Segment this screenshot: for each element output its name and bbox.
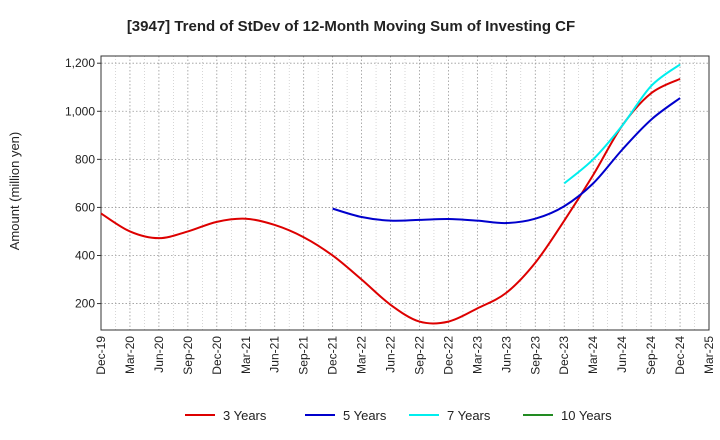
x-tick-label: Sep-24	[644, 336, 658, 375]
x-tick-label: Dec-22	[441, 336, 455, 375]
series-line-7-years	[563, 63, 681, 185]
y-tick-labels: 200 400 600 800 1,000 1,200	[65, 56, 101, 311]
x-tick-label: Mar-21	[239, 336, 253, 374]
legend: 3 Years 5 Years 7 Years 10 Years	[185, 408, 612, 423]
x-tick-label: Mar-20	[123, 336, 137, 374]
x-tick-label: Dec-24	[673, 336, 687, 375]
legend-label-3-years: 3 Years	[223, 408, 267, 423]
legend-label-10-years: 10 Years	[561, 408, 612, 423]
y-tick-label: 1,200	[65, 56, 95, 70]
x-tick-label: Mar-22	[355, 336, 369, 374]
y-axis-label: Amount (million yen)	[7, 132, 22, 251]
plot-area-border	[100, 55, 710, 331]
series-line-3-years	[100, 77, 681, 325]
legend-label-7-years: 7 Years	[447, 408, 491, 423]
x-tick-label: Sep-22	[412, 336, 426, 375]
x-tick-label: Jun-24	[615, 336, 629, 373]
x-tick-labels: Dec-19 Mar-20 Jun-20 Sep-20 Dec-20 Mar-21 Jun-…	[94, 336, 716, 375]
x-tick-label: Dec-19	[94, 336, 108, 375]
x-tick-label: Sep-21	[297, 336, 311, 375]
x-tick-label: Dec-20	[210, 336, 224, 375]
x-tick-label: Jun-21	[268, 336, 282, 373]
chart-title: [3947] Trend of StDev of 12-Month Moving…	[127, 18, 575, 35]
x-tick-label: Dec-21	[326, 336, 340, 375]
x-tick-label: Sep-20	[181, 336, 195, 375]
x-tick-label: Dec-23	[557, 336, 571, 375]
series-layer	[100, 63, 681, 325]
y-tick-label: 200	[75, 297, 95, 311]
x-tick-label: Jun-23	[499, 336, 513, 373]
y-tick-label: 400	[75, 248, 95, 262]
x-tick-label: Jun-20	[152, 336, 166, 373]
y-tick-label: 600	[75, 200, 95, 214]
x-tick-label: Mar-24	[586, 336, 600, 374]
grid	[100, 56, 710, 330]
x-tick-label: Jun-22	[384, 336, 398, 373]
y-tick-label: 800	[75, 152, 95, 166]
y-tick-label: 1,000	[65, 104, 95, 118]
legend-label-5-years: 5 Years	[343, 408, 387, 423]
series-line-5-years	[332, 97, 681, 225]
x-tick-label: Mar-23	[470, 336, 484, 374]
x-tick-label: Mar-25	[702, 336, 716, 374]
x-tick-label: Sep-23	[528, 336, 542, 375]
